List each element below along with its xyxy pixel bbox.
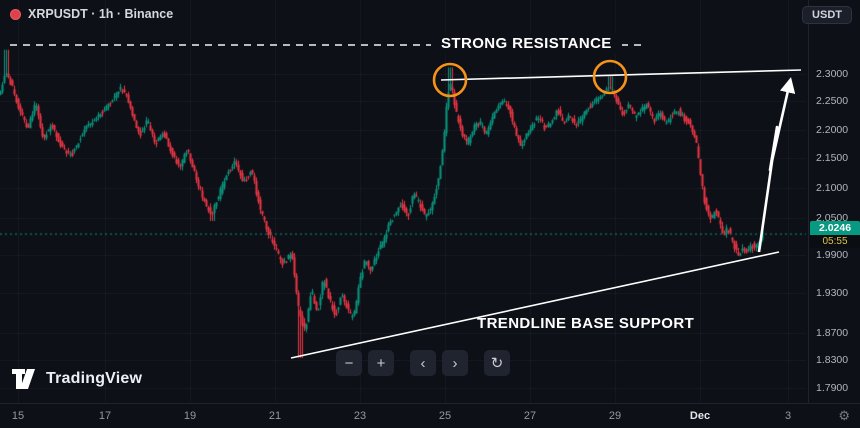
scale-settings-gear-icon[interactable]: ⚙ bbox=[838, 408, 850, 423]
time-axis-label: 15 bbox=[11, 410, 25, 422]
zoom-in-button[interactable]: + bbox=[368, 350, 394, 376]
current-price-badge: 2.0246 05:55 bbox=[810, 220, 860, 248]
chart-nav-toolbar: − + ‹ › ↻ bbox=[336, 350, 510, 376]
time-axis-label: 25 bbox=[438, 410, 452, 422]
scroll-left-button[interactable]: ‹ bbox=[410, 350, 436, 376]
price-axis-label: 2.1500 bbox=[816, 152, 849, 165]
current-price-value: 2.0246 bbox=[810, 220, 860, 235]
symbol-info[interactable]: XRPUSDT · 1h · Binance bbox=[10, 7, 173, 21]
time-axis-label: Dec bbox=[689, 410, 711, 422]
price-axis-label: 1.8300 bbox=[816, 354, 849, 367]
currency-toggle-button[interactable]: USDT bbox=[802, 6, 852, 24]
price-chart-canvas[interactable] bbox=[0, 0, 808, 403]
price-axis-label: 1.8700 bbox=[816, 326, 849, 339]
tradingview-logo[interactable]: TradingView bbox=[12, 369, 142, 389]
price-axis-label: 2.3000 bbox=[816, 67, 849, 80]
resistance-annotation-label[interactable]: STRONG RESISTANCE bbox=[431, 33, 622, 54]
chart-area[interactable]: STRONG RESISTANCE TRENDLINE BASE SUPPORT… bbox=[0, 0, 808, 403]
time-axis-label: 27 bbox=[523, 410, 537, 422]
price-axis-label: 1.9300 bbox=[816, 287, 849, 300]
scroll-right-button[interactable]: › bbox=[442, 350, 468, 376]
time-axis-label: 29 bbox=[608, 410, 622, 422]
support-annotation-label[interactable]: TRENDLINE BASE SUPPORT bbox=[477, 315, 695, 332]
tradingview-logo-icon bbox=[12, 369, 35, 389]
price-axis[interactable]: 2.0246 05:55 2.3000 2.2500 2.2000 2.1500 2.1… bbox=[808, 0, 860, 403]
time-axis-label: 17 bbox=[98, 410, 112, 422]
time-axis-label: 23 bbox=[353, 410, 367, 422]
reset-chart-button[interactable]: ↻ bbox=[484, 350, 510, 376]
time-axis-label: 21 bbox=[268, 410, 282, 422]
tradingview-logo-text: TradingView bbox=[46, 370, 143, 387]
symbol-logo-icon bbox=[10, 8, 21, 20]
time-axis[interactable]: ⚙ 15 17 19 21 23 25 27 29 Dec 3 bbox=[0, 403, 860, 428]
symbol-title: XRPUSDT · 1h · Binance bbox=[28, 7, 174, 21]
time-axis-label: 19 bbox=[183, 410, 197, 422]
price-axis-label: 2.2000 bbox=[816, 123, 849, 136]
price-axis-label: 1.9900 bbox=[816, 249, 849, 262]
price-axis-label: 2.1000 bbox=[816, 181, 849, 194]
price-axis-label: 1.7900 bbox=[816, 381, 849, 394]
time-axis-label: 3 bbox=[784, 410, 792, 422]
bar-countdown: 05:55 bbox=[810, 234, 860, 248]
price-axis-label: 2.2500 bbox=[816, 95, 849, 108]
zoom-out-button[interactable]: − bbox=[336, 350, 362, 376]
